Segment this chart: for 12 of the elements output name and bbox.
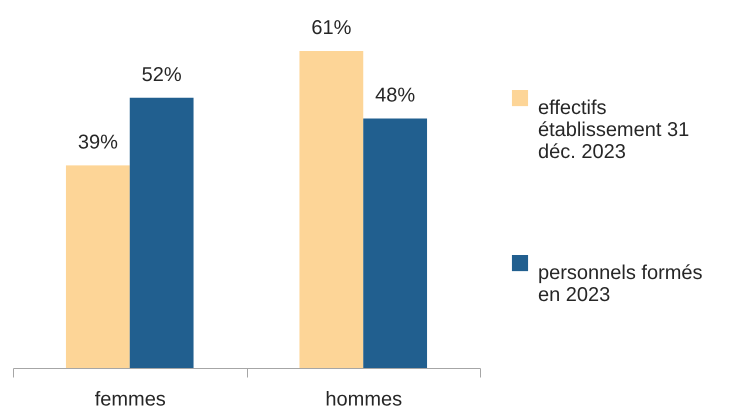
data-label: 48% (375, 84, 416, 107)
data-label: 61% (311, 17, 352, 39)
x-tick-label: femmes (94, 388, 166, 410)
legend-label: personnels formés en 2023 (538, 262, 703, 306)
data-label: 52% (142, 64, 182, 86)
bar (299, 51, 364, 368)
legend-label: effectifs établissement 31 déc. 2023 (538, 97, 690, 163)
x-tick-label: hommes (325, 388, 402, 410)
bar (130, 98, 194, 368)
bar (66, 165, 130, 368)
data-label: 39% (78, 131, 118, 154)
bar (363, 118, 428, 368)
